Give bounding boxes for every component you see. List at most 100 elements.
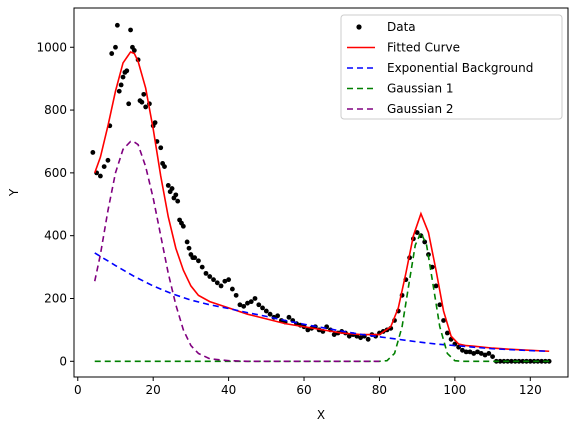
data-point [162, 164, 167, 169]
data-point [478, 351, 484, 356]
x-tick-label: 40 [221, 383, 236, 397]
series-line-exponential-background [94, 252, 550, 353]
data-point [275, 313, 281, 319]
series-line-fitted-curve [93, 50, 550, 353]
data-point [180, 223, 186, 229]
data-point [233, 292, 239, 298]
data-point [286, 314, 292, 320]
legend-box [340, 14, 563, 120]
data-point [252, 296, 258, 301]
x-tick-label: 100 [443, 383, 466, 397]
data-point [433, 283, 439, 289]
data-point [437, 302, 443, 308]
x-tick-label: 0 [74, 383, 82, 397]
y-axis-label: Y [7, 188, 21, 197]
data-point [358, 335, 363, 341]
data-point [414, 230, 420, 235]
data-point [218, 283, 224, 289]
data-point [267, 311, 273, 317]
data-point [143, 104, 149, 110]
data-point [173, 192, 179, 198]
data-point [211, 277, 216, 283]
data-point [346, 333, 352, 339]
data-point [98, 173, 103, 179]
data-point [192, 255, 198, 261]
axes: 0 20 40 60 80 100 120 0 200 400 600 800 1000 X Y [7, 7, 569, 422]
data-point [226, 277, 232, 283]
x-tick-label: 20 [146, 383, 161, 397]
data-point [490, 354, 495, 359]
data-point [116, 88, 122, 94]
data-point [105, 157, 111, 163]
x-tick-label: 60 [296, 383, 311, 397]
data-point [214, 280, 220, 286]
axes-frame [73, 7, 569, 378]
data-point [141, 91, 147, 97]
data-point [539, 358, 544, 364]
data-point [527, 358, 533, 364]
data-point [444, 330, 450, 336]
y-tick-label: 800 [44, 103, 67, 117]
data-point [199, 264, 205, 270]
data-point [175, 198, 181, 204]
legend-label: Fitted Curve [387, 41, 460, 55]
data-point [165, 183, 171, 188]
data-point [128, 27, 133, 33]
data-point [237, 302, 243, 308]
data-point [471, 351, 477, 356]
data-point [305, 327, 311, 333]
data-point [120, 74, 126, 80]
legend-item-fitted-curve: Fitted Curve [347, 41, 460, 55]
legend-item-gaussian-2: Gaussian 2 [347, 102, 454, 116]
data-point [229, 286, 235, 292]
data-point [256, 302, 262, 308]
legend: Data Fitted Curve Exponential Background Ga… [340, 14, 563, 120]
data-point [482, 352, 488, 358]
legend-marker [356, 24, 362, 30]
legend-label: Data [387, 20, 416, 34]
data-point [152, 120, 158, 126]
x-tick-label: 120 [519, 383, 542, 397]
data-point [497, 358, 503, 364]
series-line-gaussian-2 [93, 140, 380, 363]
data-point [331, 332, 337, 337]
series-layer [90, 22, 552, 364]
data-point [124, 68, 130, 74]
data-point [90, 150, 96, 155]
legend-item-exponential-background: Exponential Background [347, 61, 533, 75]
data-point [463, 349, 469, 355]
data-point [169, 186, 175, 191]
data-point [118, 82, 124, 88]
data-point [486, 351, 492, 356]
data-point [196, 258, 201, 264]
series-line-gaussian-1 [94, 230, 550, 363]
y-tick-label: 200 [44, 291, 67, 305]
data-point [520, 358, 526, 364]
data-point [245, 300, 250, 306]
x-tick-label: 80 [372, 383, 387, 397]
data-point [248, 299, 254, 305]
data-point [207, 274, 213, 279]
data-point [422, 239, 428, 245]
data-point [241, 303, 247, 309]
data-point [203, 270, 209, 276]
data-point [263, 308, 269, 314]
data-point [467, 349, 473, 355]
data-point [101, 164, 107, 169]
data-point [475, 349, 480, 355]
data-point [113, 44, 118, 50]
legend-label: Gaussian 1 [387, 82, 454, 96]
legend-label: Exponential Background [387, 61, 533, 75]
data-point [186, 245, 192, 251]
data-point [109, 51, 115, 56]
data-point [509, 358, 514, 364]
data-point [260, 305, 265, 311]
y-tick-label: 0 [59, 354, 67, 368]
legend-item-data: Data [356, 20, 416, 34]
y-tick-label: 600 [44, 166, 67, 180]
data-point [222, 278, 228, 284]
data-point [114, 22, 120, 28]
data-point [126, 101, 132, 107]
y-tick-label: 400 [44, 229, 67, 243]
